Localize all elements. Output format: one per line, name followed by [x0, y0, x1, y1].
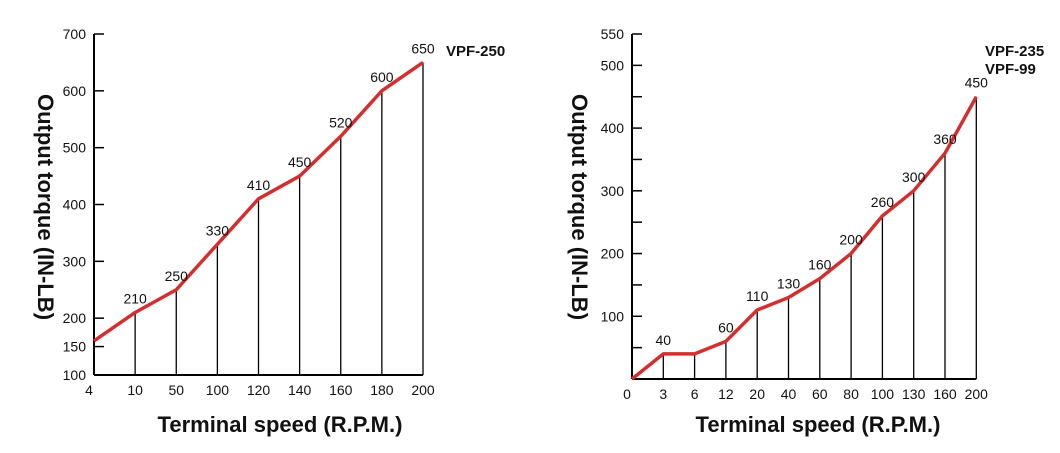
- x-tick-label: 6: [691, 386, 699, 402]
- data-label: 200: [839, 232, 863, 248]
- data-label: 130: [777, 275, 801, 291]
- data-label: 520: [329, 114, 353, 130]
- x-tick-label: 140: [288, 382, 312, 398]
- x-tick-label: 160: [933, 386, 957, 402]
- series-name: VPF-99: [985, 61, 1036, 78]
- x-axis-title: Terminal speed (R.P.M.): [158, 412, 403, 437]
- x-tick-label: 100: [871, 386, 895, 402]
- y-tick-label: 700: [63, 26, 87, 42]
- x-tick-label: 80: [843, 386, 859, 402]
- series-line: [93, 60, 424, 343]
- y-tick-label: 100: [601, 308, 625, 324]
- data-label: 650: [411, 40, 435, 56]
- data-label: 330: [206, 222, 230, 238]
- x-tick-label: 200: [965, 386, 989, 402]
- x-tick-label: 0: [623, 386, 631, 402]
- y-tick-label: 400: [63, 197, 87, 213]
- y-tick-label: 100: [63, 367, 87, 383]
- y-tick-label: 500: [601, 57, 625, 73]
- data-label: 110: [746, 288, 769, 304]
- y-tick-label: 200: [63, 310, 87, 326]
- series-name: VPF-250: [446, 43, 505, 60]
- data-label: 60: [718, 319, 734, 335]
- x-tick-label: 120: [247, 382, 271, 398]
- data-label: 260: [871, 194, 895, 210]
- y-tick-label: 300: [63, 253, 87, 269]
- x-tick-label: 40: [781, 386, 797, 402]
- x-tick-label: 20: [749, 386, 765, 402]
- y-tick-label: 500: [63, 140, 87, 156]
- x-tick-label: 200: [411, 382, 435, 398]
- series-line: [630, 95, 978, 381]
- x-tick-label: 4: [85, 382, 93, 398]
- x-tick-label: 160: [329, 382, 353, 398]
- y-tick-label: 550: [601, 26, 625, 42]
- x-tick-label: 50: [168, 382, 184, 398]
- y-tick-label: 150: [63, 339, 87, 355]
- x-tick-label: 60: [812, 386, 828, 402]
- data-label: 160: [808, 257, 832, 273]
- x-tick-label: 130: [902, 386, 926, 402]
- data-label: 450: [965, 75, 989, 91]
- data-label: 600: [370, 69, 394, 85]
- x-axis-title: Terminal speed (R.P.M.): [696, 412, 941, 437]
- y-tick-label: 600: [63, 83, 87, 99]
- data-label: 360: [933, 131, 957, 147]
- data-label: 250: [165, 268, 189, 284]
- series-name: VPF-235: [985, 43, 1044, 60]
- data-label: 450: [288, 154, 312, 170]
- x-tick-label: 10: [127, 382, 143, 398]
- data-label: 210: [123, 290, 147, 306]
- x-tick-label: 180: [370, 382, 394, 398]
- y-axis-title: Output torque (IN-LB): [567, 94, 592, 320]
- y-axis-title: Output torque (IN-LB): [33, 94, 58, 320]
- data-label: 40: [656, 332, 672, 348]
- x-tick-label: 3: [659, 386, 667, 402]
- y-tick-label: 300: [601, 183, 625, 199]
- y-tick-label: 400: [601, 120, 625, 136]
- x-tick-label: 100: [206, 382, 230, 398]
- right-torque-chart: 100 200 300 400 500 550 0 3 6 12 20 40 60 80 100 130 160…: [567, 26, 1044, 437]
- x-tick-label: 12: [718, 386, 734, 402]
- data-label: 300: [902, 169, 926, 185]
- data-label: 410: [247, 177, 271, 193]
- y-tick-label: 200: [601, 246, 625, 262]
